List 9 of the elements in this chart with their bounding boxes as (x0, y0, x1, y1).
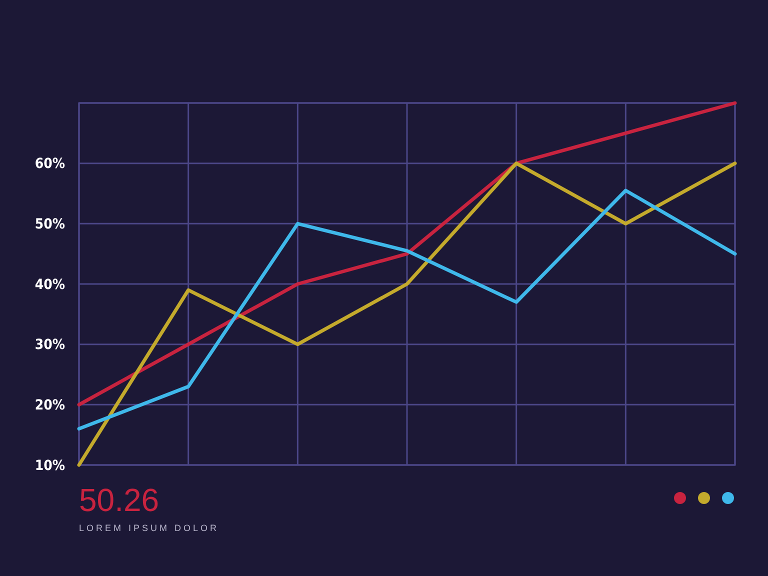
y-tick-label: 50% (34, 216, 66, 233)
text: LOREM IPSUM DOLOR (79, 523, 220, 533)
line-series (77, 188, 737, 431)
y-tick-label: 40% (34, 276, 66, 293)
text: 50.26 (79, 482, 160, 518)
y-tick-label: 10% (34, 458, 66, 474)
y-tick-label: 20% (34, 398, 66, 414)
y-tick-label: 30% (34, 337, 66, 354)
y-tick-label: 60% (34, 156, 66, 172)
